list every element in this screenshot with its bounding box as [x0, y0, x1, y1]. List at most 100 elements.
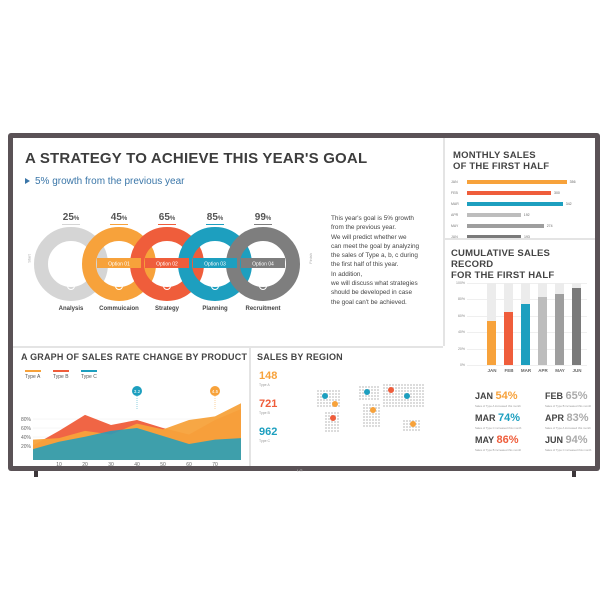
map-pin-icon — [388, 387, 394, 393]
map-dot — [375, 410, 377, 412]
map-dot — [329, 399, 331, 401]
map-dot — [386, 384, 388, 386]
map-dot — [320, 402, 322, 404]
map-dot — [366, 425, 368, 427]
map-dot — [413, 384, 415, 386]
x-tick: 40 — [134, 462, 140, 466]
map-dot — [386, 396, 388, 398]
map-dot — [416, 402, 418, 404]
x-tick: 60 — [186, 462, 192, 466]
map-dot — [422, 402, 424, 404]
monthly-row: MAY 274 — [451, 224, 591, 229]
map-dot — [338, 399, 340, 401]
map-dot — [386, 390, 388, 392]
map-dot — [378, 413, 380, 415]
month-stat-line: MAY 86% — [475, 430, 543, 448]
map-dot — [363, 425, 365, 427]
map-dot — [416, 405, 418, 407]
callout-bubble — [132, 386, 142, 396]
map-dot — [362, 392, 364, 394]
map-dot — [422, 405, 424, 407]
person-icon — [259, 282, 267, 290]
y-tick: 60% — [457, 313, 465, 318]
y-tick: 80% — [21, 417, 32, 423]
map-dot — [413, 405, 415, 407]
map-dot — [378, 410, 380, 412]
map-dot — [392, 393, 394, 395]
map-dot — [325, 424, 327, 426]
map-dot — [362, 398, 364, 400]
map-dot — [418, 423, 420, 425]
map-dot — [395, 393, 397, 395]
map-pin-icon — [364, 389, 370, 395]
monthly-row: FEB 300 — [451, 191, 591, 196]
map-dot — [401, 393, 403, 395]
map-dot — [410, 387, 412, 389]
map-dot — [325, 421, 327, 423]
map-dot — [329, 405, 331, 407]
map-dot — [416, 387, 418, 389]
month-stat-line: APR 83% — [545, 408, 595, 426]
region-stat: 962 Type C — [259, 426, 277, 443]
percent-value: 25 — [62, 212, 74, 223]
chart-icon — [67, 282, 75, 290]
map-dot — [366, 419, 368, 421]
map-dot — [389, 393, 391, 395]
divider — [249, 348, 251, 466]
y-tick: 0% — [459, 363, 465, 367]
map-dot — [337, 418, 339, 420]
monthly-row: MAR 342 — [451, 202, 591, 207]
map-dot — [328, 427, 330, 429]
percent-underline — [158, 224, 176, 225]
map-dot — [374, 392, 376, 394]
map-dot — [368, 386, 370, 388]
month-name: JAN — [475, 391, 496, 401]
map-dot — [317, 390, 319, 392]
map-dot — [401, 405, 403, 407]
map-dot — [375, 404, 377, 406]
map-dot — [317, 393, 319, 395]
divider — [443, 138, 445, 346]
map-dot — [378, 416, 380, 418]
percent-unit: % — [121, 216, 128, 222]
month-name: APR — [545, 413, 567, 423]
map-dot — [375, 416, 377, 418]
month-stat: APR 83% Sales of Type A increased this mo… — [545, 408, 595, 431]
map-dot — [383, 393, 385, 395]
divider — [445, 238, 595, 240]
map-dot — [383, 390, 385, 392]
map-dot — [395, 387, 397, 389]
option-band — [97, 258, 141, 268]
monthly-row: JAN 356 — [451, 180, 591, 185]
map-dot — [392, 405, 394, 407]
monitor-foot-left — [34, 471, 38, 477]
map-dot — [422, 396, 424, 398]
x-tick: FEB — [504, 368, 514, 373]
map-dot — [320, 390, 322, 392]
map-dot — [331, 427, 333, 429]
map-dot — [375, 407, 377, 409]
month-stat-line: JAN 54% — [475, 386, 543, 404]
start-label: Start — [26, 254, 32, 263]
map-dot — [320, 393, 322, 395]
monthly-value: 274 — [546, 224, 553, 228]
region-stat: 148 Type A — [259, 370, 277, 387]
legend-item: Type A — [25, 370, 41, 380]
map-dot — [392, 384, 394, 386]
step-percent: 85% — [198, 212, 232, 225]
map-dot — [377, 395, 379, 397]
map-pin-icon — [332, 401, 338, 407]
map-dot — [366, 413, 368, 415]
map-dot — [389, 399, 391, 401]
step-percent: 25% — [54, 212, 88, 225]
monthly-row-label: JUN — [451, 235, 458, 238]
month-desc: Sales of Type A increased this month — [475, 404, 521, 408]
map-dot — [359, 389, 361, 391]
map-dot — [413, 390, 415, 392]
map-dot — [334, 412, 336, 414]
goal-text-line: we will discuss what strategies — [331, 280, 418, 288]
map-dot — [409, 429, 411, 431]
monthly-value: 193 — [524, 235, 530, 238]
map-dot — [337, 430, 339, 432]
map-dot — [371, 395, 373, 397]
